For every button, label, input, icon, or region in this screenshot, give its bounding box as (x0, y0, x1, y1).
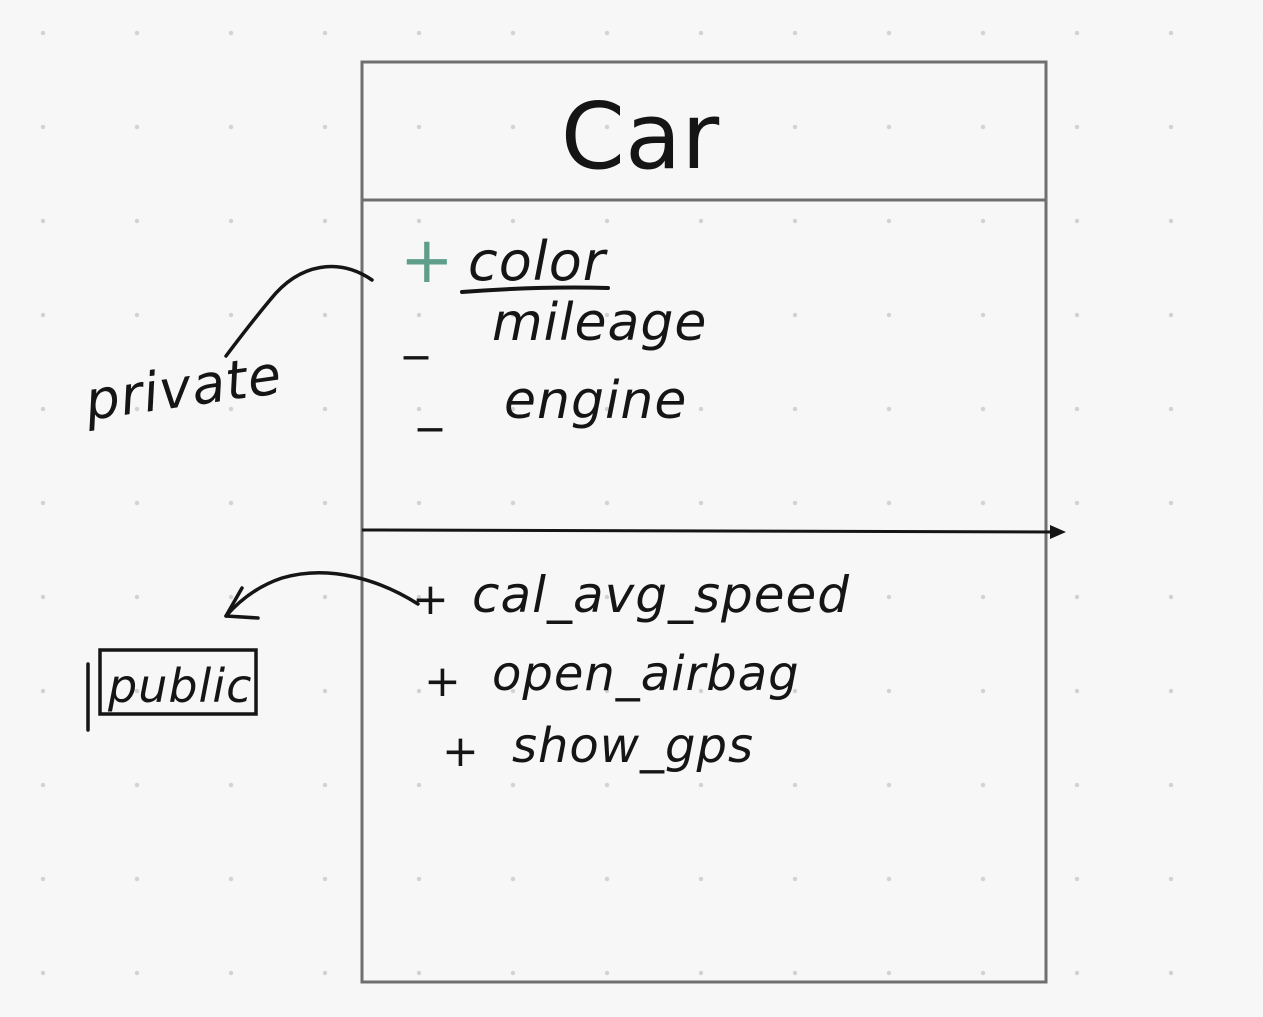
attribute-row: _ mileage (403, 293, 707, 360)
attribute-visibility-marker: _ (403, 304, 429, 360)
method-visibility-marker: + (424, 656, 461, 707)
class-name-text: Car (561, 83, 720, 190)
method-visibility-marker: + (412, 574, 449, 625)
method-row: + open_airbag (424, 646, 800, 707)
public-annotation: public (86, 648, 258, 732)
methods-section: + cal_avg_speed + open_airbag + show_gps (412, 566, 850, 777)
public-annotation-text: public (107, 659, 252, 713)
attribute-visibility-marker: + (400, 224, 454, 298)
method-visibility-marker: + (442, 726, 479, 777)
class-box-outline (360, 60, 1048, 984)
public-pointer-arrowhead (224, 586, 260, 620)
attributes-methods-divider (361, 528, 1057, 534)
private-annotation: private (80, 343, 286, 433)
attribute-visibility-marker: _ (417, 376, 443, 432)
method-name: show_gps (512, 718, 754, 774)
attribute-underline (460, 285, 610, 294)
attribute-name: mileage (492, 293, 707, 353)
method-name: cal_avg_speed (472, 566, 850, 624)
method-row: + cal_avg_speed (412, 566, 850, 625)
attribute-name: engine (504, 371, 687, 431)
attribute-row: + color (400, 224, 608, 298)
attributes-section: + color _ mileage _ engine (400, 224, 707, 432)
attribute-name: color (468, 230, 608, 293)
method-name: open_airbag (492, 646, 800, 702)
method-row: + show_gps (442, 718, 754, 777)
attribute-row: _ engine (417, 371, 687, 432)
public-pointer-curve (224, 571, 420, 618)
private-pointer-curve (224, 264, 374, 358)
public-annotation-box (98, 648, 258, 716)
divider-arrowhead (1050, 525, 1066, 539)
